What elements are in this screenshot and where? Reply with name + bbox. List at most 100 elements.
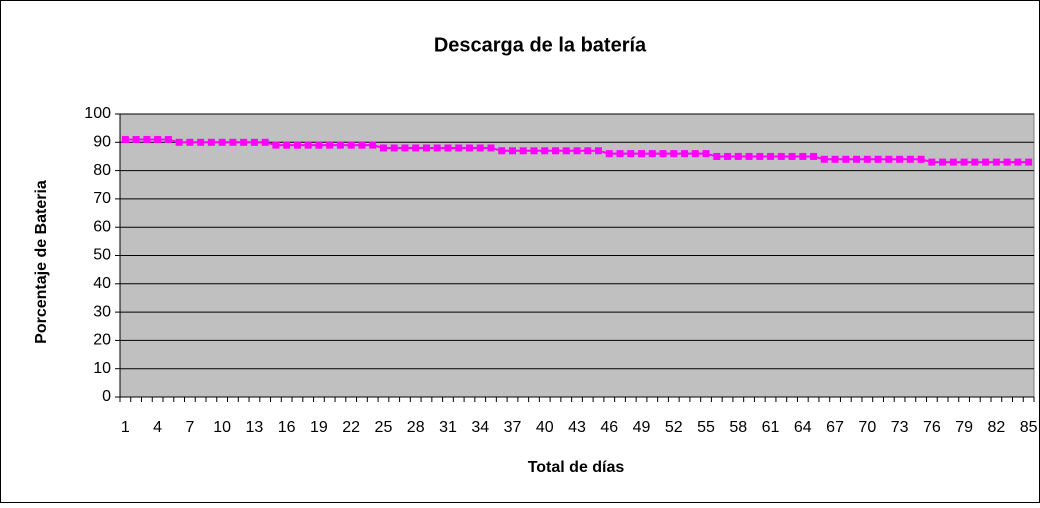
marker xyxy=(476,144,484,152)
x-tick-label: 70 xyxy=(858,419,876,436)
x-tick-label: 67 xyxy=(826,419,844,436)
marker xyxy=(713,152,721,160)
marker xyxy=(853,155,861,163)
x-tick-label: 85 xyxy=(1020,419,1038,436)
x-tick-label: 31 xyxy=(439,419,457,436)
marker xyxy=(616,150,624,158)
marker xyxy=(487,144,495,152)
marker xyxy=(498,147,506,155)
marker xyxy=(164,135,172,143)
marker xyxy=(422,144,430,152)
x-tick-label: 37 xyxy=(504,419,522,436)
marker xyxy=(863,155,871,163)
x-tick-label: 52 xyxy=(665,419,683,436)
marker xyxy=(1014,158,1022,166)
x-tick-label: 4 xyxy=(153,419,162,436)
y-tick-label: 100 xyxy=(84,105,111,122)
x-tick-label: 25 xyxy=(375,419,393,436)
x-tick-label: 55 xyxy=(697,419,715,436)
marker xyxy=(960,158,968,166)
x-tick-label: 46 xyxy=(600,419,618,436)
x-axis-title: Total de días xyxy=(528,459,625,476)
marker xyxy=(745,152,753,160)
x-tick-label: 82 xyxy=(987,419,1005,436)
marker xyxy=(250,138,258,146)
marker xyxy=(315,141,323,149)
marker xyxy=(949,158,957,166)
marker xyxy=(917,155,925,163)
marker xyxy=(551,147,559,155)
marker xyxy=(465,144,473,152)
y-tick-label: 70 xyxy=(93,190,111,207)
marker xyxy=(519,147,527,155)
chart-title: Descarga de la batería xyxy=(434,34,647,56)
x-tick-label: 64 xyxy=(794,419,812,436)
marker xyxy=(992,158,1000,166)
marker xyxy=(401,144,409,152)
marker xyxy=(412,144,420,152)
y-tick-label: 40 xyxy=(93,275,111,292)
x-tick-label: 49 xyxy=(633,419,651,436)
y-tick-label: 80 xyxy=(93,162,111,179)
marker xyxy=(874,155,882,163)
marker xyxy=(638,150,646,158)
marker xyxy=(799,152,807,160)
x-tick-label: 34 xyxy=(471,419,489,436)
marker xyxy=(831,155,839,163)
marker xyxy=(906,155,914,163)
marker xyxy=(788,152,796,160)
marker xyxy=(605,150,613,158)
marker xyxy=(541,147,549,155)
x-tick-label: 22 xyxy=(342,419,360,436)
y-tick-label: 20 xyxy=(93,332,111,349)
marker xyxy=(573,147,581,155)
marker xyxy=(508,147,516,155)
marker xyxy=(336,141,344,149)
x-tick-label: 7 xyxy=(185,419,194,436)
marker xyxy=(240,138,248,146)
marker xyxy=(530,147,538,155)
x-tick-label: 10 xyxy=(213,419,231,436)
marker xyxy=(283,141,291,149)
marker xyxy=(218,138,226,146)
marker xyxy=(121,135,129,143)
marker xyxy=(444,144,452,152)
x-tick-label: 19 xyxy=(310,419,328,436)
marker xyxy=(627,150,635,158)
marker xyxy=(971,158,979,166)
marker xyxy=(358,141,366,149)
x-tick-label: 13 xyxy=(246,419,264,436)
marker xyxy=(132,135,140,143)
marker xyxy=(670,150,678,158)
marker xyxy=(982,158,990,166)
marker xyxy=(175,138,183,146)
marker xyxy=(562,147,570,155)
marker xyxy=(207,138,215,146)
marker xyxy=(810,152,818,160)
marker xyxy=(756,152,764,160)
marker xyxy=(734,152,742,160)
marker xyxy=(820,155,828,163)
marker xyxy=(724,152,732,160)
marker xyxy=(1003,158,1011,166)
y-tick-label: 10 xyxy=(93,360,111,377)
x-tick-label: 28 xyxy=(407,419,425,436)
marker xyxy=(154,135,162,143)
marker xyxy=(272,141,280,149)
marker xyxy=(939,158,947,166)
y-tick-label: 30 xyxy=(93,303,111,320)
x-tick-label: 76 xyxy=(923,419,941,436)
x-tick-label: 43 xyxy=(568,419,586,436)
marker xyxy=(691,150,699,158)
x-tick-label: 58 xyxy=(729,419,747,436)
x-tick-label: 1 xyxy=(121,419,130,436)
marker xyxy=(896,155,904,163)
marker xyxy=(433,144,441,152)
marker xyxy=(842,155,850,163)
marker xyxy=(777,152,785,160)
marker xyxy=(326,141,334,149)
marker xyxy=(702,150,710,158)
marker xyxy=(455,144,463,152)
